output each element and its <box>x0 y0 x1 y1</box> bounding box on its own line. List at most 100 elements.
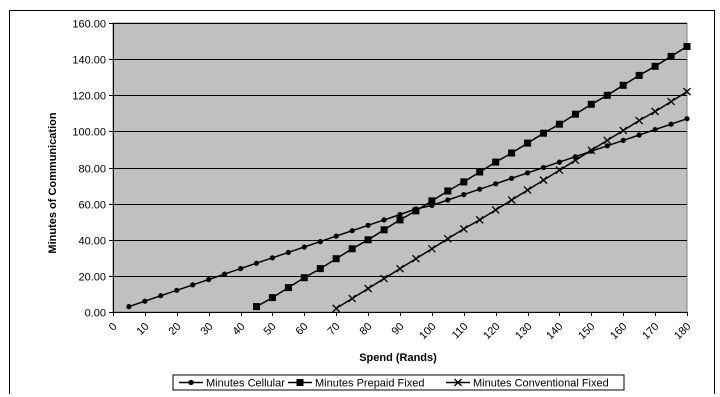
data-point-circle <box>158 293 164 299</box>
data-point-circle <box>174 287 180 293</box>
data-point-circle <box>652 127 658 133</box>
data-point-square <box>651 62 659 70</box>
data-point-x <box>507 196 516 204</box>
data-point-x <box>380 274 389 283</box>
x-axis-label: Spend (Rands) <box>359 352 437 364</box>
data-point-x <box>651 107 660 116</box>
legend-item-cellular: Minutes Cellular <box>179 378 285 390</box>
data-point-circle <box>477 186 483 192</box>
data-point-circle <box>349 228 355 234</box>
data-point-circle <box>572 154 579 160</box>
data-point-square <box>396 216 404 224</box>
y-tick-label: 160.00 <box>72 19 106 31</box>
data-point-square <box>476 168 484 176</box>
data-point-circle <box>317 239 323 245</box>
legend-label-prepaid: Minutes Prepaid Fixed <box>315 378 424 390</box>
data-point-x <box>635 116 644 125</box>
data-point-circle <box>620 137 626 143</box>
data-point-x <box>523 186 532 195</box>
data-point-x <box>411 254 420 263</box>
data-point-square <box>412 207 420 215</box>
data-point-circle <box>397 211 403 218</box>
data-point-circle <box>636 132 642 138</box>
y-tick-label: 100.00 <box>72 127 106 139</box>
data-point-circle <box>222 271 228 277</box>
data-point-circle <box>493 181 499 187</box>
data-point-circle <box>190 282 196 288</box>
data-point-square <box>316 265 324 273</box>
data-point-circle <box>285 249 291 255</box>
data-point-square <box>619 81 627 89</box>
plot-area <box>112 22 688 313</box>
data-point-square <box>524 139 532 147</box>
data-point-circle <box>333 233 339 239</box>
data-point-circle <box>684 116 690 122</box>
series-line <box>256 45 688 308</box>
data-point-square <box>587 100 595 108</box>
data-point-circle <box>445 197 451 203</box>
legend-box <box>172 374 625 391</box>
data-point-circle <box>525 170 531 176</box>
data-point-circle <box>206 276 212 283</box>
data-point-square <box>508 149 516 157</box>
data-point-circle <box>365 222 371 228</box>
data-point-square <box>268 294 276 302</box>
data-point-circle <box>301 244 307 250</box>
data-point-circle <box>253 260 260 266</box>
data-point-x <box>348 294 357 303</box>
data-point-x <box>491 205 500 214</box>
data-point-square <box>284 284 292 292</box>
data-point-square <box>444 187 452 195</box>
data-point-x <box>332 304 341 313</box>
legend-label-cellular: Minutes Cellular <box>206 378 285 390</box>
data-point-x <box>603 136 612 145</box>
data-point-circle <box>269 255 275 261</box>
data-point-circle <box>604 143 610 149</box>
legend: Minutes Cellular Minutes Prepaid Fixed M… <box>172 374 625 391</box>
data-point-square <box>492 158 500 166</box>
data-point-circle <box>381 217 387 223</box>
data-point-square <box>428 197 436 205</box>
data-point-circle <box>509 175 515 181</box>
y-tick-label: 40.00 <box>78 236 106 248</box>
data-point-square <box>332 255 340 263</box>
gridlines <box>113 23 687 277</box>
y-tick-label: 20.00 <box>78 272 106 284</box>
data-point-square <box>667 52 675 60</box>
data-point-square <box>348 245 356 253</box>
data-point-x <box>571 156 580 165</box>
series-1 <box>253 43 691 311</box>
y-tick-label: 80.00 <box>78 164 106 176</box>
data-point-square <box>460 178 468 186</box>
legend-item-conventional: Minutes Conventional Fixed <box>446 378 609 390</box>
data-point-square <box>253 303 260 311</box>
data-point-square <box>683 43 691 50</box>
y-tick-label: 0.00 <box>85 308 106 320</box>
data-point-square <box>300 274 308 282</box>
data-point-x <box>619 126 628 135</box>
data-point-circle <box>668 121 674 127</box>
legend-x-marker-icon <box>454 378 462 387</box>
series-line <box>128 117 688 308</box>
legend-square-marker-icon <box>296 379 304 386</box>
data-point-square <box>380 226 388 234</box>
data-point-x <box>364 284 373 293</box>
y-axis-label: Minutes of Communication <box>47 112 59 253</box>
data-point-x <box>555 166 564 175</box>
data-point-square <box>540 129 547 137</box>
data-point-circle <box>461 192 467 198</box>
data-point-x <box>459 224 468 233</box>
legend-label-conventional: Minutes Conventional Fixed <box>473 378 609 390</box>
data-point-square <box>603 91 611 99</box>
series-layer <box>126 43 691 313</box>
y-tick-label: 140.00 <box>72 55 106 67</box>
data-point-x <box>475 215 484 224</box>
data-point-square <box>571 110 579 118</box>
legend-item-prepaid: Minutes Prepaid Fixed <box>288 378 424 390</box>
data-point-x <box>667 97 676 106</box>
series-2 <box>332 87 691 313</box>
data-point-square <box>635 71 643 79</box>
y-tick-label: 60.00 <box>78 200 106 212</box>
